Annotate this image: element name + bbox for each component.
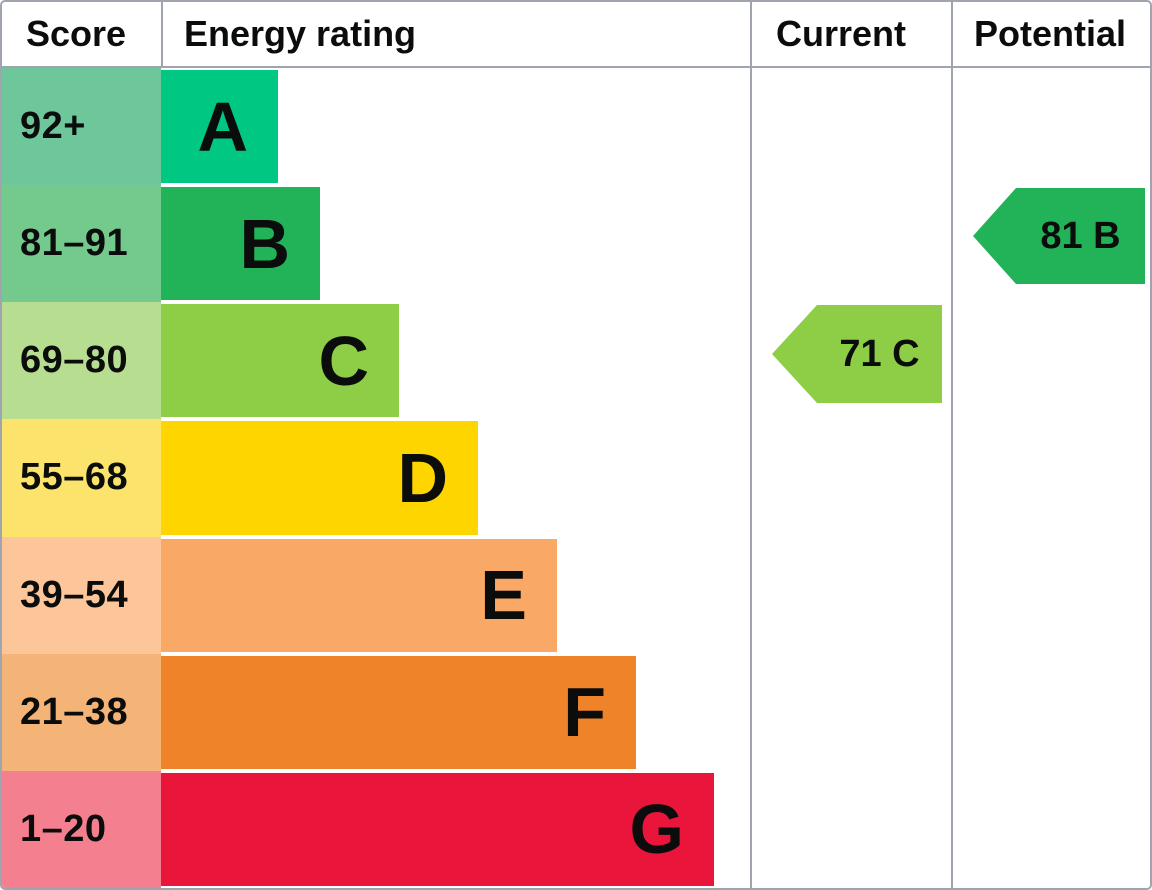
rating-bar: A	[161, 70, 278, 184]
score-range-label: 39–54	[20, 573, 129, 616]
band-letter: A	[197, 87, 248, 166]
score-range-label: 92+	[20, 105, 86, 148]
rating-bar: B	[161, 187, 320, 301]
rating-bar: F	[161, 655, 636, 769]
score-range-label: 55–68	[20, 456, 129, 499]
score-range-label: 81–91	[20, 222, 129, 265]
band-letter: E	[480, 556, 527, 635]
band-row-c: 69–80 C	[2, 302, 1150, 420]
score-cell: 39–54	[2, 536, 161, 654]
band-rows: 92+ A 81–91 B 69–80 C 55–68	[2, 68, 1150, 888]
current-rating-label: 71 C	[839, 332, 920, 375]
potential-column-divider	[951, 2, 953, 888]
band-letter: B	[239, 204, 290, 283]
score-range-label: 21–38	[20, 690, 129, 733]
rating-bar: C	[161, 304, 399, 418]
band-row-a: 92+ A	[2, 68, 1150, 186]
score-cell: 21–38	[2, 653, 161, 771]
rating-bar: G	[161, 772, 714, 886]
score-cell: 81–91	[2, 185, 161, 303]
score-range-label: 69–80	[20, 339, 129, 382]
header-potential: Potential	[974, 13, 1127, 54]
current-column-divider	[750, 2, 752, 888]
rating-bar: D	[161, 421, 478, 535]
band-letter: D	[397, 438, 448, 517]
rating-bar: E	[161, 538, 557, 652]
score-range-label: 1–20	[20, 807, 107, 850]
header-energy-rating: Energy rating	[184, 13, 417, 54]
score-cell: 55–68	[2, 419, 161, 537]
score-cell: 69–80	[2, 302, 161, 420]
band-row-g: 1–20 G	[2, 770, 1150, 888]
score-cell: 92+	[2, 68, 161, 186]
band-row-e: 39–54 E	[2, 536, 1150, 654]
header-current: Current	[776, 13, 907, 54]
band-letter: C	[318, 321, 369, 400]
score-column-divider	[161, 2, 163, 66]
header-divider-line	[2, 66, 1150, 68]
band-letter: G	[629, 790, 684, 869]
potential-rating-label: 81 B	[1040, 214, 1121, 257]
band-letter: F	[563, 673, 606, 752]
band-row-b: 81–91 B	[2, 185, 1150, 303]
band-row-f: 21–38 F	[2, 653, 1150, 771]
header-score: Score	[26, 13, 127, 54]
band-row-d: 55–68 D	[2, 419, 1150, 537]
score-cell: 1–20	[2, 770, 161, 888]
potential-rating-arrow: 81 B	[973, 188, 1145, 284]
